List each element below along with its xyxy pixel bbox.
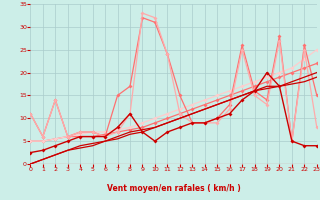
X-axis label: Vent moyen/en rafales ( km/h ): Vent moyen/en rafales ( km/h ): [107, 184, 240, 193]
